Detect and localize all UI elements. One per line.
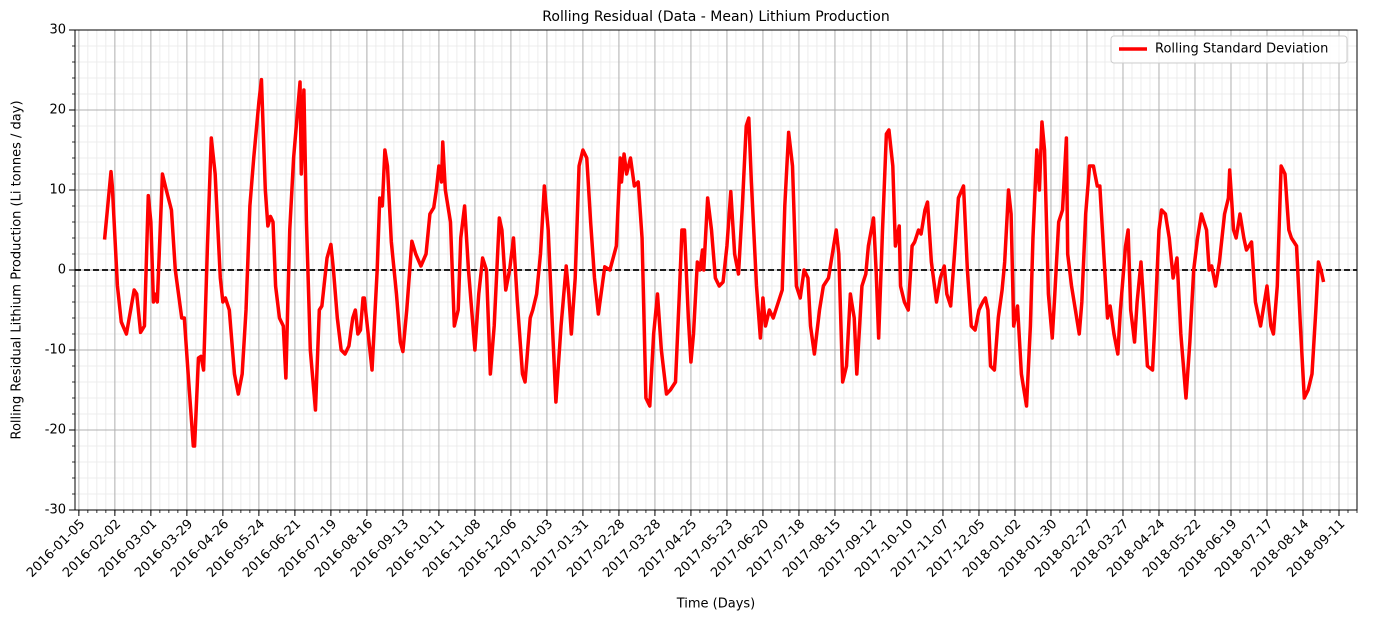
- y-tick-label: -20: [45, 423, 66, 438]
- chart-title: Rolling Residual (Data - Mean) Lithium P…: [542, 9, 889, 25]
- legend-label: Rolling Standard Deviation: [1155, 42, 1328, 57]
- y-tick-label: -30: [45, 503, 66, 518]
- data-line: [102, 77, 1326, 448]
- x-axis-label: Time (Days): [676, 597, 756, 612]
- y-tick-label: 10: [49, 183, 66, 198]
- plot-frame: [74, 29, 1358, 511]
- y-tick-label: -10: [45, 343, 66, 358]
- y-tick-label: 20: [49, 103, 66, 118]
- y-tick-label: 0: [58, 263, 66, 278]
- y-tick-label: 30: [49, 23, 66, 38]
- legend-box: [1110, 35, 1348, 64]
- y-axis-label: Rolling Residual Lithium Production (Li …: [10, 100, 25, 439]
